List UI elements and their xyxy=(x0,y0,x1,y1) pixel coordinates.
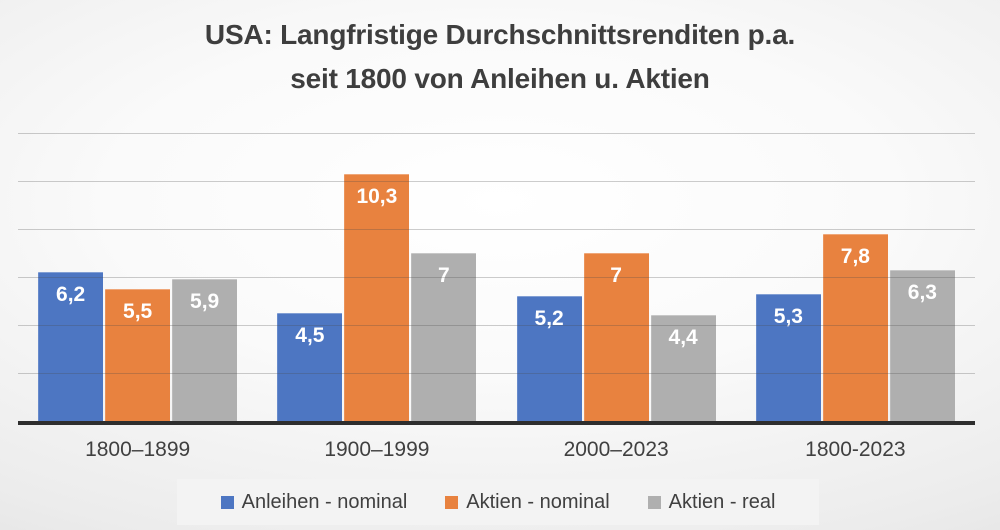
chart-title-line1: USA: Langfristige Durchschnittsrenditen … xyxy=(204,19,796,50)
bar-value-label: 6,2 xyxy=(56,283,86,307)
bar-value-label: 5,9 xyxy=(190,290,220,314)
bar-series2-cat2: 4,4 xyxy=(650,315,716,421)
legend-swatch-icon xyxy=(445,495,459,509)
bar-series2-cat0: 5,9 xyxy=(172,279,238,421)
bar-value-label: 5,3 xyxy=(773,304,803,328)
bar-value-label: 5,2 xyxy=(534,307,564,331)
x-axis-labels: 1800–1899 1900–1999 2000–2023 1800-2023 xyxy=(18,438,975,462)
bar-value-label: 4,4 xyxy=(668,326,698,350)
bar-value-label: 7 xyxy=(438,264,450,287)
bar-group-0: 6,2 5,5 5,9 xyxy=(18,133,257,421)
bar-series0-cat1: 4,5 xyxy=(277,313,343,421)
chart-legend: Anleihen - nominal Aktien - nominal Aktien… xyxy=(177,479,819,525)
gridline-y12 xyxy=(18,133,975,134)
bar-series1-cat2: 7 xyxy=(583,253,649,421)
bar-series1-cat1: 10,3 xyxy=(344,173,410,421)
x-axis-label-3: 1800-2023 xyxy=(805,438,906,461)
bar-value-label: 4,5 xyxy=(295,324,325,347)
bar-groups-container: 6,2 5,5 5,9 4,5 10,3 7 5,2 7 4,4 5,3 7,8 6,3 xyxy=(18,133,975,421)
x-axis-label-2: 2000–2023 xyxy=(563,438,669,461)
bar-series1-cat3: 7,8 xyxy=(822,233,888,421)
legend-item-0: Anleihen - nominal xyxy=(220,490,408,514)
legend-label: Aktien - real xyxy=(668,490,776,513)
x-axis-label-0: 1800–1899 xyxy=(85,438,191,461)
gridline-y4 xyxy=(18,325,975,326)
chart-title: USA: Langfristige Durchschnittsrenditen … xyxy=(0,13,1000,101)
gridline-y8 xyxy=(18,229,975,230)
gridline-y2 xyxy=(18,373,975,374)
bar-group-1: 4,5 10,3 7 xyxy=(257,133,496,421)
bar-series0-cat3: 5,3 xyxy=(755,293,821,421)
legend-swatch-icon xyxy=(220,495,234,509)
bar-series1-cat0: 5,5 xyxy=(105,289,171,421)
gridline-y6 xyxy=(18,277,975,278)
bar-value-label: 5,5 xyxy=(123,300,153,323)
bar-group-2: 5,2 7 4,4 xyxy=(497,133,736,421)
bar-series2-cat3: 6,3 xyxy=(889,269,955,421)
gridline-y10 xyxy=(18,181,975,182)
legend-label: Anleihen - nominal xyxy=(241,490,408,513)
legend-label: Aktien - nominal xyxy=(466,490,610,513)
legend-item-2: Aktien - real xyxy=(647,490,776,514)
x-axis-label-1: 1900–1999 xyxy=(324,438,430,461)
bar-group-3: 5,3 7,8 6,3 xyxy=(736,133,975,421)
legend-swatch-icon xyxy=(647,495,661,509)
bar-value-label: 10,3 xyxy=(356,184,398,208)
bar-value-label: 6,3 xyxy=(907,280,937,304)
x-axis-line xyxy=(18,421,975,425)
chart-title-line2: seit 1800 von Anleihen u. Aktien xyxy=(290,63,710,94)
legend-item-1: Aktien - nominal xyxy=(445,490,610,514)
bar-series2-cat1: 7 xyxy=(411,253,477,421)
bar-value-label: 7 xyxy=(610,264,622,287)
bar-series0-cat2: 5,2 xyxy=(516,296,582,421)
bar-value-label: 7,8 xyxy=(840,244,870,268)
bar-series0-cat0: 6,2 xyxy=(38,272,104,421)
plot-area: 6,2 5,5 5,9 4,5 10,3 7 5,2 7 4,4 5,3 7,8 6,3 xyxy=(18,133,975,421)
